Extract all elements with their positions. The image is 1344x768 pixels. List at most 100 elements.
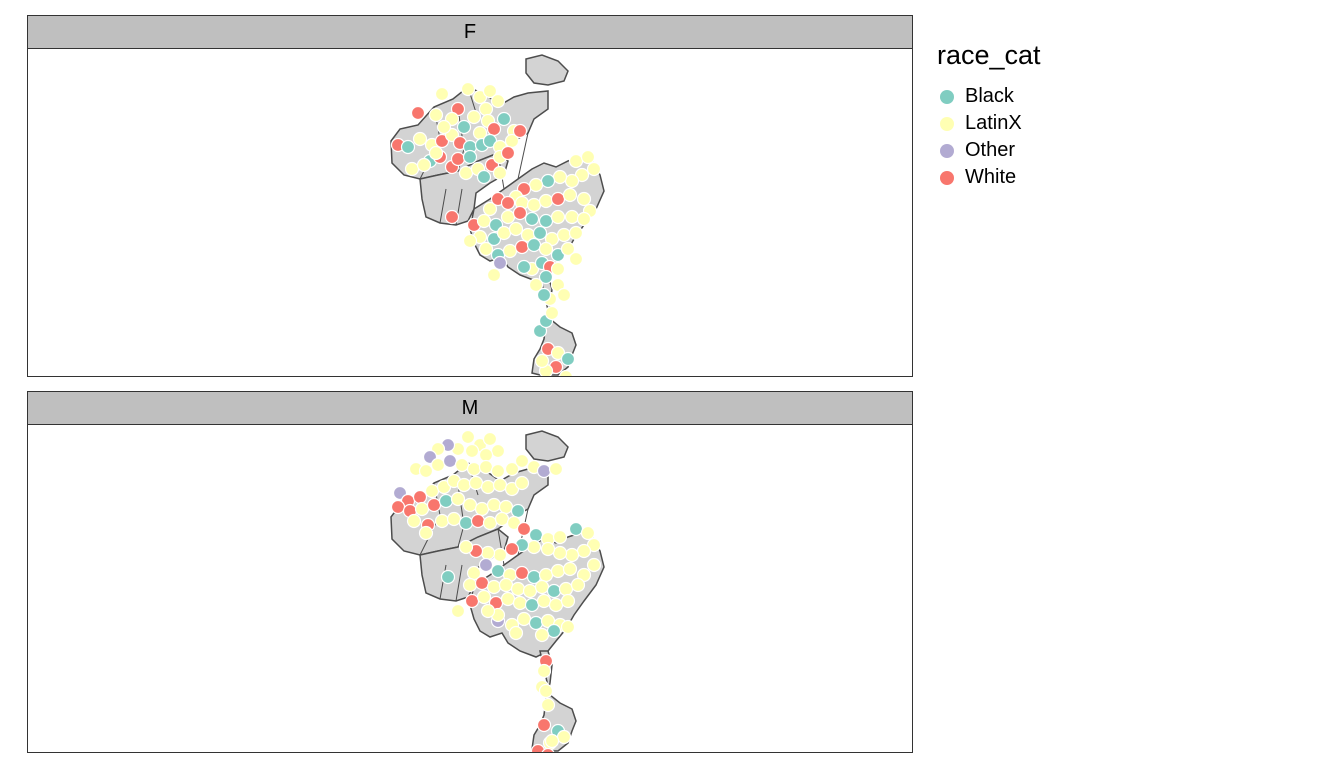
point-latinx bbox=[564, 209, 580, 225]
facet-strip-label: M bbox=[27, 391, 913, 425]
legend-item-other: Other bbox=[937, 137, 1041, 164]
point-other bbox=[478, 557, 494, 573]
point-latinx bbox=[464, 443, 480, 459]
point-other bbox=[492, 255, 508, 271]
point-latinx bbox=[552, 169, 568, 185]
point-black bbox=[456, 119, 472, 135]
point-latinx bbox=[564, 547, 580, 563]
point-latinx bbox=[404, 161, 420, 177]
region-boundary bbox=[439, 188, 447, 224]
point-black bbox=[524, 211, 540, 227]
point-latinx bbox=[562, 561, 578, 577]
point-latinx bbox=[446, 511, 462, 527]
point-black bbox=[568, 521, 584, 537]
point-latinx bbox=[560, 593, 576, 609]
point-latinx bbox=[462, 233, 478, 249]
point-latinx bbox=[454, 457, 470, 473]
point-latinx bbox=[436, 119, 452, 135]
point-latinx bbox=[556, 287, 572, 303]
point-black bbox=[538, 213, 554, 229]
point-latinx bbox=[576, 191, 592, 207]
point-latinx bbox=[490, 463, 506, 479]
map-frame bbox=[27, 48, 913, 377]
point-latinx bbox=[544, 305, 560, 321]
point-white bbox=[500, 195, 516, 211]
point-latinx bbox=[456, 477, 472, 493]
region-polygon bbox=[525, 54, 569, 86]
point-white bbox=[512, 123, 528, 139]
point-black bbox=[540, 173, 556, 189]
point-white bbox=[464, 593, 480, 609]
point-latinx bbox=[526, 197, 542, 213]
point-latinx bbox=[540, 697, 556, 713]
point-white bbox=[550, 191, 566, 207]
point-black bbox=[546, 623, 562, 639]
map-svg bbox=[390, 429, 605, 752]
point-latinx bbox=[576, 211, 592, 227]
point-latinx bbox=[476, 589, 492, 605]
point-black bbox=[538, 269, 554, 285]
point-latinx bbox=[498, 577, 514, 593]
point-latinx bbox=[482, 515, 498, 531]
point-other bbox=[442, 453, 458, 469]
point-latinx bbox=[478, 101, 494, 117]
point-latinx bbox=[450, 603, 466, 619]
point-latinx bbox=[540, 541, 556, 557]
point-white bbox=[541, 747, 555, 752]
point-white bbox=[450, 151, 466, 167]
point-white bbox=[514, 565, 530, 581]
point-latinx bbox=[560, 241, 576, 257]
point-latinx bbox=[500, 591, 516, 607]
point-latinx bbox=[534, 627, 550, 643]
point-latinx bbox=[462, 577, 478, 593]
point-white bbox=[444, 209, 460, 225]
point-latinx bbox=[556, 729, 572, 745]
legend-item-latinx: LatinX bbox=[937, 110, 1041, 137]
point-latinx bbox=[494, 511, 510, 527]
point-latinx bbox=[428, 107, 444, 123]
point-black bbox=[510, 503, 526, 519]
point-latinx bbox=[536, 663, 552, 679]
point-latinx bbox=[586, 557, 602, 573]
legend-key-latinx bbox=[940, 116, 954, 131]
point-latinx bbox=[548, 597, 564, 613]
point-black bbox=[440, 569, 456, 585]
legend-item-white: White bbox=[937, 164, 1041, 191]
region-boundary bbox=[455, 564, 463, 602]
point-latinx bbox=[434, 513, 450, 529]
point-latinx bbox=[538, 567, 554, 583]
point-latinx bbox=[478, 241, 494, 257]
point-white bbox=[412, 489, 428, 505]
point-latinx bbox=[534, 353, 550, 369]
point-latinx bbox=[498, 499, 514, 515]
point-white bbox=[536, 717, 552, 733]
point-black bbox=[526, 237, 542, 253]
point-latinx bbox=[538, 193, 554, 209]
point-white bbox=[410, 105, 426, 121]
point-latinx bbox=[466, 461, 482, 477]
point-latinx bbox=[568, 251, 584, 267]
point-latinx bbox=[478, 459, 494, 475]
legend: race_cat Black LatinX Other White bbox=[937, 40, 1041, 191]
point-latinx bbox=[564, 173, 580, 189]
point-latinx bbox=[538, 241, 554, 257]
map-svg bbox=[390, 54, 605, 376]
point-latinx bbox=[528, 277, 544, 293]
point-latinx bbox=[556, 227, 572, 243]
point-white bbox=[470, 513, 486, 529]
point-latinx bbox=[552, 545, 568, 561]
point-black bbox=[476, 169, 492, 185]
point-latinx bbox=[458, 539, 474, 555]
point-latinx bbox=[418, 463, 434, 479]
point-latinx bbox=[576, 543, 592, 559]
point-latinx bbox=[544, 733, 560, 749]
legend-title: race_cat bbox=[937, 40, 1041, 70]
point-latinx bbox=[474, 501, 490, 517]
point-latinx bbox=[462, 497, 478, 513]
point-black bbox=[528, 615, 544, 631]
point-latinx bbox=[482, 431, 498, 447]
point-black bbox=[546, 583, 562, 599]
legend-label: LatinX bbox=[965, 112, 1022, 134]
point-latinx bbox=[512, 595, 528, 611]
point-latinx bbox=[514, 453, 530, 469]
